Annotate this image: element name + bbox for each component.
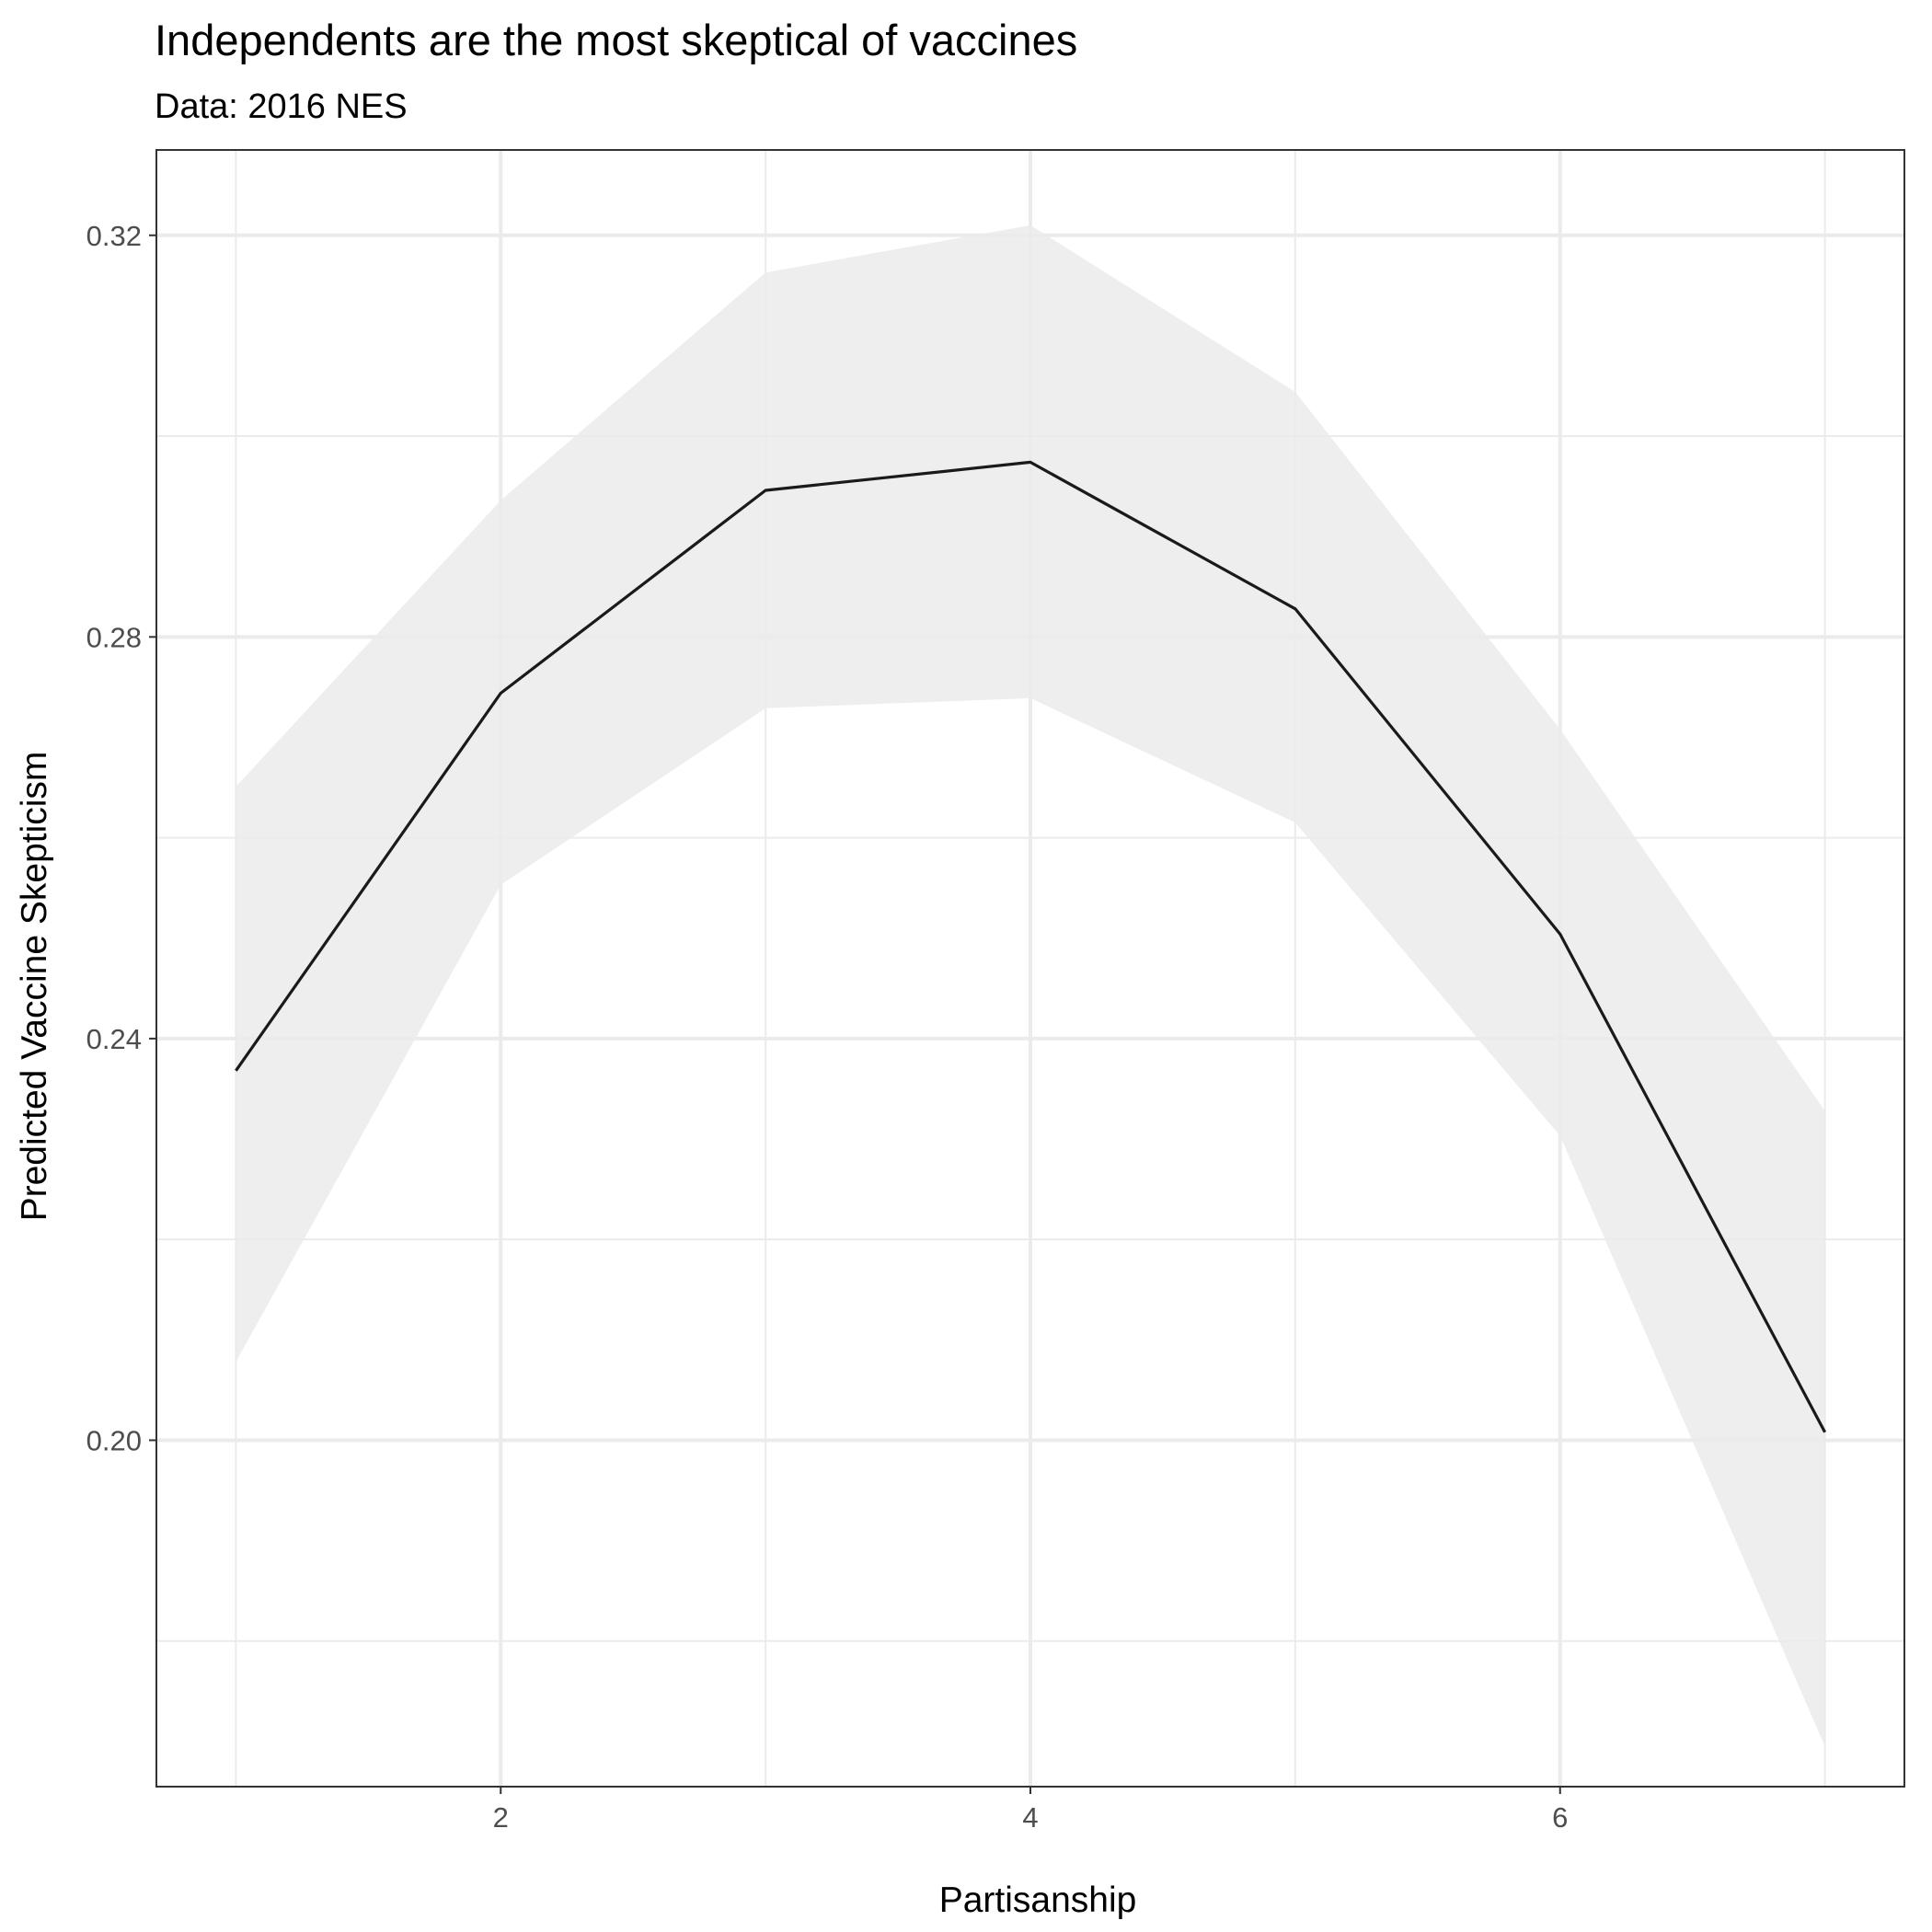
x-axis-title: Partisanship <box>939 1880 1137 1920</box>
y-tick-label: 0.20 <box>86 1424 142 1456</box>
confidence-band-layer <box>236 224 1825 1747</box>
y-tick-label: 0.32 <box>86 220 142 252</box>
y-tick-label: 0.28 <box>86 621 142 653</box>
confidence-band <box>236 224 1825 1747</box>
y-tick-label: 0.24 <box>86 1023 142 1055</box>
x-axis: 2 4 6 <box>493 1787 1568 1834</box>
chart-subtitle: Data: 2016 NES <box>155 87 408 126</box>
x-tick-label: 4 <box>1022 1801 1038 1834</box>
series-line <box>235 460 1827 1433</box>
y-axis-title: Predicted Vaccine Skepticism <box>15 752 54 1222</box>
chart-title: Independents are the most skeptical of v… <box>155 16 1077 64</box>
x-tick-label: 6 <box>1552 1801 1568 1834</box>
y-axis: 0.20 0.24 0.28 0.32 <box>86 220 156 1456</box>
series-line-layer <box>235 460 1827 1433</box>
x-tick-label: 2 <box>493 1801 509 1834</box>
